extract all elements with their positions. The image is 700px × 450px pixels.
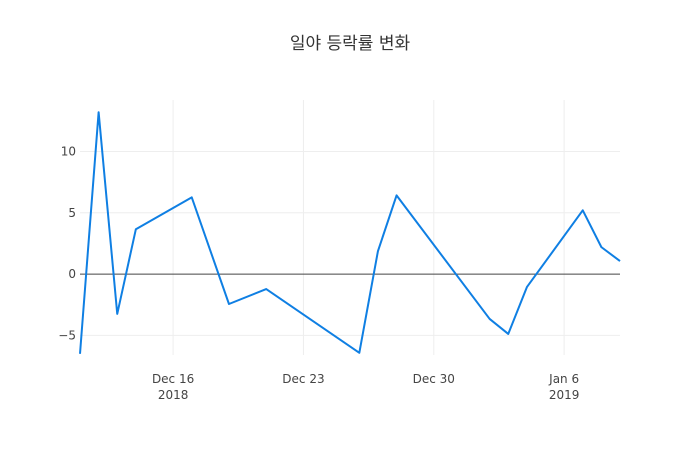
y-tick-label: 0 [68,267,76,281]
x-tick-label: Jan 6 2019 [548,372,579,402]
x-tick-label: Dec 30 [413,372,455,386]
line [79,111,621,354]
chart-title: 일야 등락률 변화 [290,34,411,54]
y-tick-label: −5 [58,328,76,342]
x-tick-label: Dec 16 2018 [152,372,194,402]
y-tick-label: 10 [61,144,76,158]
x-tick-label: Dec 23 [282,372,324,386]
y-tick-label: 5 [68,206,76,220]
